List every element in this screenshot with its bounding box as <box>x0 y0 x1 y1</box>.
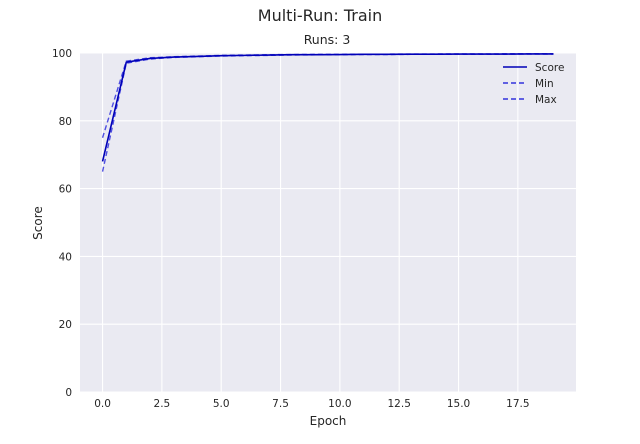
x-tick-label: 5.0 <box>213 398 230 410</box>
legend-label-score: Score <box>535 62 564 74</box>
x-tick-label: 7.5 <box>272 398 289 410</box>
plot-area <box>80 53 576 392</box>
y-tick-label: 40 <box>59 251 72 263</box>
x-tick-label: 17.5 <box>506 398 529 410</box>
series-line-score <box>101 53 554 162</box>
x-tick-label: 15.0 <box>447 398 470 410</box>
chart-subtitle: Runs: 3 <box>304 32 351 47</box>
x-tick-label: 12.5 <box>388 398 411 410</box>
y-tick-label: 100 <box>52 48 72 60</box>
x-tick-label: 2.5 <box>154 398 171 410</box>
y-tick-label: 80 <box>59 116 72 128</box>
x-tick-label: 10.0 <box>328 398 351 410</box>
series-layer <box>101 53 554 172</box>
y-tick-label: 60 <box>59 184 72 196</box>
legend-label-min: Min <box>535 78 554 90</box>
y-tick-label: 0 <box>65 387 72 399</box>
tick-layer: 0.0 2.5 5.0 7.5 10.0 12.5 15.0 17.5 0 20 40 60 80 100 <box>52 48 530 410</box>
y-tick-label: 20 <box>59 319 72 331</box>
x-tick-label: 0.0 <box>94 398 111 410</box>
legend: Score Min Max <box>503 62 564 106</box>
legend-label-max: Max <box>535 94 557 106</box>
chart-title: Multi-Run: Train <box>258 6 382 25</box>
grid-layer <box>80 52 576 393</box>
y-axis-label: Score <box>31 206 45 240</box>
x-axis-label: Epoch <box>310 414 347 428</box>
